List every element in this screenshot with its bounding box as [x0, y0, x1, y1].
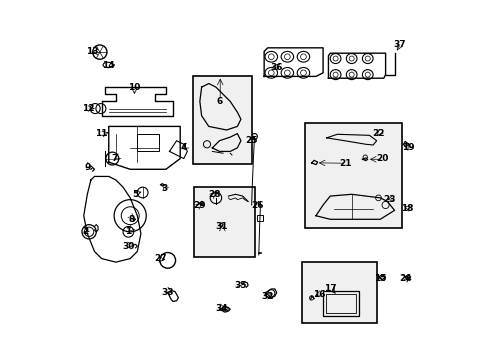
Text: 5: 5: [132, 190, 139, 199]
Bar: [323, 292, 358, 316]
Text: 37: 37: [393, 40, 406, 49]
Text: 33: 33: [161, 288, 174, 297]
Text: 15: 15: [373, 274, 386, 283]
Text: 23: 23: [382, 195, 395, 204]
Text: 2: 2: [82, 227, 88, 236]
Bar: [301, 262, 376, 323]
Bar: [325, 294, 355, 313]
Text: 36: 36: [270, 63, 283, 72]
Text: 12: 12: [81, 104, 94, 113]
Bar: [192, 76, 251, 164]
Text: 9: 9: [84, 163, 90, 172]
Text: 8: 8: [128, 215, 135, 224]
Text: 27: 27: [154, 254, 166, 263]
Text: 24: 24: [398, 274, 411, 283]
Text: 22: 22: [371, 129, 384, 138]
Text: 10: 10: [127, 83, 140, 92]
Text: 32: 32: [261, 292, 273, 301]
Text: 30: 30: [122, 242, 134, 251]
Text: 7: 7: [111, 154, 117, 163]
Text: 29: 29: [193, 201, 206, 210]
Text: 25: 25: [245, 136, 257, 145]
Text: 20: 20: [375, 154, 387, 163]
Bar: [194, 187, 255, 257]
Text: 14: 14: [102, 61, 115, 70]
Text: 4: 4: [180, 143, 186, 152]
Text: 18: 18: [400, 204, 412, 213]
Text: 17: 17: [323, 284, 336, 293]
Text: 16: 16: [313, 290, 325, 299]
Text: 35: 35: [233, 281, 246, 290]
Text: 34: 34: [215, 304, 227, 313]
Bar: [257, 215, 262, 221]
Text: 3: 3: [161, 184, 167, 193]
Text: 28: 28: [207, 190, 220, 199]
Text: 1: 1: [125, 227, 131, 236]
Text: 11: 11: [95, 129, 108, 138]
Bar: [305, 123, 401, 228]
Text: 13: 13: [86, 47, 99, 56]
Text: 21: 21: [338, 159, 351, 168]
Text: 6: 6: [216, 97, 222, 106]
Text: 31: 31: [215, 222, 227, 231]
Text: 26: 26: [250, 201, 263, 210]
Text: 19: 19: [402, 143, 414, 152]
